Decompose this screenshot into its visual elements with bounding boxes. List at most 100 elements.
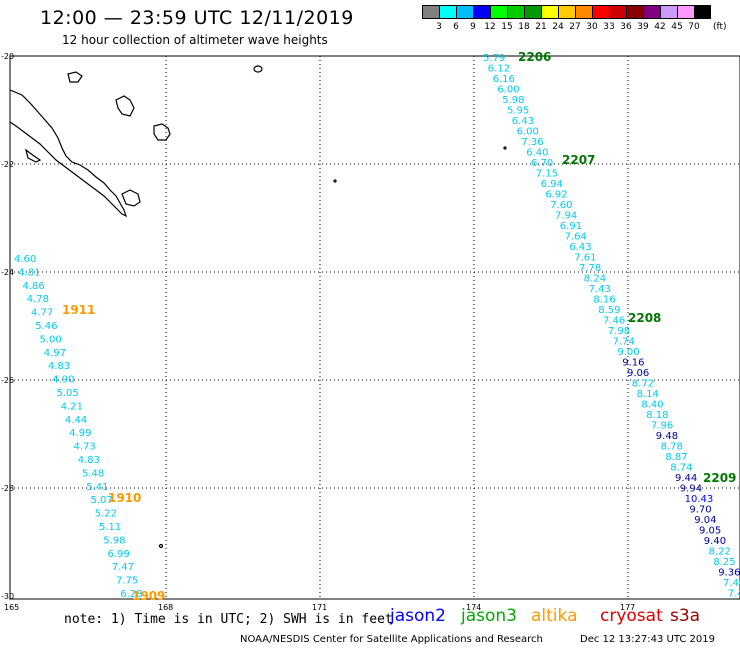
swh-value: 7.74 bbox=[613, 337, 635, 348]
latitude-label: -28 bbox=[1, 484, 14, 493]
legend-label: 15 bbox=[501, 22, 513, 32]
swh-value: 9.48 bbox=[656, 431, 678, 442]
swh-value: 7.46 bbox=[723, 578, 740, 589]
footer-date: Dec 12 13:27:43 UTC 2019 bbox=[580, 634, 715, 645]
satellite-altika: altika bbox=[531, 606, 578, 626]
swh-value: 5.79 bbox=[483, 53, 505, 64]
swh-value: 9.05 bbox=[699, 526, 721, 537]
map-frame bbox=[9, 55, 740, 600]
swh-value: 4.99 bbox=[69, 428, 91, 439]
swh-value: 5.41 bbox=[86, 482, 108, 493]
swh-value: 9.70 bbox=[689, 505, 711, 516]
legend-swatch bbox=[694, 5, 711, 19]
legend-label: 18 bbox=[518, 22, 530, 32]
swh-value: 5.48 bbox=[82, 468, 104, 479]
swh-value: 5.46 bbox=[35, 321, 57, 332]
map-title: 12:00 — 23:59 UTC 12/11/2019 bbox=[40, 7, 354, 29]
color-scale-legend bbox=[422, 5, 711, 19]
legend-swatch bbox=[456, 5, 473, 19]
legend-label: 33 bbox=[603, 22, 615, 32]
longitude-label: 177 bbox=[620, 603, 635, 612]
latitude-label: -22 bbox=[1, 160, 14, 169]
legend-label: 9 bbox=[470, 22, 476, 32]
legend-swatch bbox=[507, 5, 524, 19]
track-swh-west: 4.60 4.81 4.86 4.78 4.77 5.46 5.00 4.97 4.83 4.90… bbox=[14, 254, 143, 600]
swh-value: 6.43 bbox=[512, 116, 534, 127]
swh-value: 5.11 bbox=[99, 522, 121, 533]
swh-value: 4.90 bbox=[52, 375, 74, 386]
swh-value: 7.46 bbox=[603, 316, 625, 327]
color-scale-labels: 3 6 9 12 15 18 21 24 27 30 33 36 39 42 45 70 bbox=[422, 22, 740, 34]
swh-value: 7.61 bbox=[574, 253, 596, 264]
legend-label: 42 bbox=[654, 22, 666, 32]
swh-value: 7.36 bbox=[521, 137, 543, 148]
track-swh-east: 5.796.126.166.005.985.956.436.007.366.40… bbox=[483, 53, 740, 600]
legend-label: 27 bbox=[569, 22, 581, 32]
legend-swatch bbox=[643, 5, 660, 19]
swh-value: 8.14 bbox=[637, 389, 659, 400]
legend-swatch bbox=[660, 5, 677, 19]
track-time-labels: 1911 1910 1909 2206 2207 2208 2209 bbox=[62, 50, 736, 603]
swh-value: 9.06 bbox=[627, 368, 649, 379]
coastline bbox=[9, 65, 507, 549]
footer-note: note: 1) Time is in UTC; 2) SWH is in fe… bbox=[64, 612, 393, 627]
swh-value: 10.43 bbox=[685, 494, 714, 505]
latitude-label: -24 bbox=[1, 268, 14, 277]
swh-value: 9.16 bbox=[622, 358, 644, 369]
latitude-label: -26 bbox=[1, 376, 14, 385]
swh-value: 7.64 bbox=[565, 232, 587, 243]
swh-value: 8.16 bbox=[593, 295, 615, 306]
swh-value: 9.00 bbox=[617, 347, 639, 358]
legend-swatch bbox=[677, 5, 694, 19]
swh-value: 7.94 bbox=[555, 211, 577, 222]
swh-value: 6.99 bbox=[108, 549, 130, 560]
legend-label: 39 bbox=[637, 22, 649, 32]
swh-value: 5.00 bbox=[40, 334, 62, 345]
swh-value: 8.18 bbox=[646, 410, 668, 421]
legend-label: 3 bbox=[436, 22, 442, 32]
swh-value: 4.86 bbox=[23, 281, 45, 292]
time-label: 2206 bbox=[518, 50, 551, 64]
swh-value: 8.87 bbox=[665, 452, 687, 463]
satellite-s3a: s3a bbox=[670, 606, 701, 626]
legend-label: 45 bbox=[671, 22, 683, 32]
legend-swatch bbox=[609, 5, 626, 19]
swh-value: 5.98 bbox=[103, 535, 125, 546]
color-scale-unit: (ft) bbox=[713, 22, 727, 32]
longitude-label: 168 bbox=[158, 603, 173, 612]
swh-value: 8.40 bbox=[641, 400, 663, 411]
swh-value: 5.22 bbox=[95, 509, 117, 520]
legend-swatch bbox=[439, 5, 456, 19]
legend-swatch bbox=[490, 5, 507, 19]
time-label: 2207 bbox=[562, 153, 595, 167]
legend-label: 21 bbox=[535, 22, 547, 32]
swh-value: 5.05 bbox=[57, 388, 79, 399]
swh-value: 6.12 bbox=[488, 64, 510, 75]
latitude-labels: -20 -22 -24 -26 -28 -30 bbox=[1, 52, 14, 601]
swh-value: 7.4 bbox=[728, 589, 740, 600]
time-label: 2209 bbox=[703, 471, 736, 485]
swh-value: 9.44 bbox=[675, 473, 697, 484]
swh-value: 6.00 bbox=[497, 85, 519, 96]
latitude-label: -20 bbox=[1, 52, 14, 61]
legend-swatch bbox=[524, 5, 541, 19]
satellite-jason3: jason3 bbox=[461, 606, 517, 626]
swh-value: 9.94 bbox=[680, 484, 702, 495]
swh-value: 4.97 bbox=[44, 348, 66, 359]
satellite-cryosat: cryosat bbox=[600, 606, 663, 626]
swh-value: 9.36 bbox=[718, 568, 740, 579]
swh-value: 7.43 bbox=[589, 284, 611, 295]
swh-value: 8.78 bbox=[661, 442, 683, 453]
longitude-label: 165 bbox=[4, 603, 19, 612]
swh-value: 6.00 bbox=[517, 127, 539, 138]
swh-value: 7.60 bbox=[550, 200, 572, 211]
legend-label: 70 bbox=[688, 22, 700, 32]
time-label: 2208 bbox=[628, 311, 661, 325]
swh-value: 4.77 bbox=[31, 308, 53, 319]
swh-value: 4.83 bbox=[48, 361, 70, 372]
legend-swatch bbox=[626, 5, 643, 19]
swh-value: 6.91 bbox=[560, 221, 582, 232]
swh-value: 7.75 bbox=[116, 576, 138, 587]
swh-value: 6.70 bbox=[531, 158, 553, 169]
